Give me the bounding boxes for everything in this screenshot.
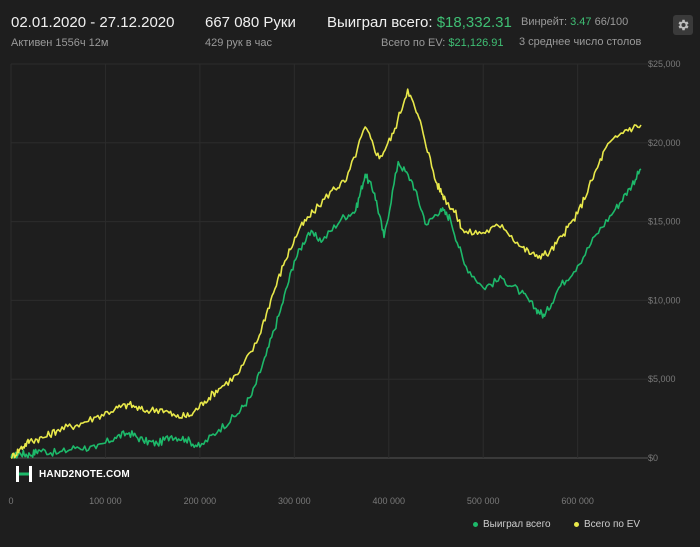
y-tick-label: $5,000 bbox=[648, 374, 676, 384]
legend-item-won[interactable]: Выиграл всего bbox=[473, 519, 551, 530]
winrate-value: 3.47 bbox=[570, 16, 592, 28]
y-tick-label: $15,000 bbox=[648, 217, 681, 227]
x-tick-label: 600 000 bbox=[561, 496, 594, 506]
y-tick-label: $10,000 bbox=[648, 295, 681, 305]
gear-icon bbox=[678, 19, 689, 31]
total-ev-value: $21,126.91 bbox=[448, 37, 504, 49]
y-tick-label: $25,000 bbox=[648, 59, 681, 69]
winrate-suffix: 66/100 bbox=[594, 16, 629, 28]
legend-dot-ev bbox=[574, 521, 579, 527]
active-time: Активен 1556ч 12м bbox=[11, 37, 109, 49]
total-won-value: $18,332.31 bbox=[436, 14, 512, 31]
y-tick-label: $0 bbox=[648, 453, 658, 463]
series-line-0 bbox=[10, 160, 642, 459]
winrate-label: Винрейт: bbox=[521, 16, 568, 28]
winrate: Винрейт: 3.47 66/100 bbox=[521, 16, 628, 28]
logo-text: HAND2NOTE.COM bbox=[39, 468, 130, 480]
legend-dot-won bbox=[473, 521, 478, 527]
hands-count: 667 080 Руки bbox=[205, 14, 296, 31]
x-tick-label: 300 000 bbox=[278, 496, 311, 506]
total-won: Выиграл всего: $18,332.31 bbox=[327, 14, 512, 31]
avg-tables: 3 среднее число столов bbox=[519, 36, 642, 48]
hand2note-logo-icon bbox=[16, 466, 32, 482]
series-line-1 bbox=[11, 88, 642, 459]
x-tick-label: 200 000 bbox=[184, 496, 217, 506]
total-ev: Всего по EV: $21,126.91 bbox=[381, 37, 503, 49]
hands-rate: 429 рук в час bbox=[205, 37, 273, 49]
legend-item-ev[interactable]: Всего по EV bbox=[574, 519, 640, 530]
x-tick-label: 500 000 bbox=[467, 496, 500, 506]
x-tick-label: 400 000 bbox=[372, 496, 405, 506]
x-tick-label: 100 000 bbox=[89, 496, 122, 506]
legend-label-ev: Всего по EV bbox=[584, 519, 641, 530]
logo: HAND2NOTE.COM bbox=[15, 465, 130, 483]
date-range: 02.01.2020 - 27.12.2020 bbox=[11, 14, 175, 31]
total-ev-label: Всего по EV: bbox=[381, 37, 446, 49]
y-tick-label: $20,000 bbox=[648, 138, 681, 148]
settings-button[interactable] bbox=[673, 15, 693, 35]
x-tick-label: 0 bbox=[8, 496, 13, 506]
legend-label-won: Выиграл всего bbox=[483, 519, 551, 530]
total-won-label: Выиграл всего: bbox=[327, 14, 433, 31]
